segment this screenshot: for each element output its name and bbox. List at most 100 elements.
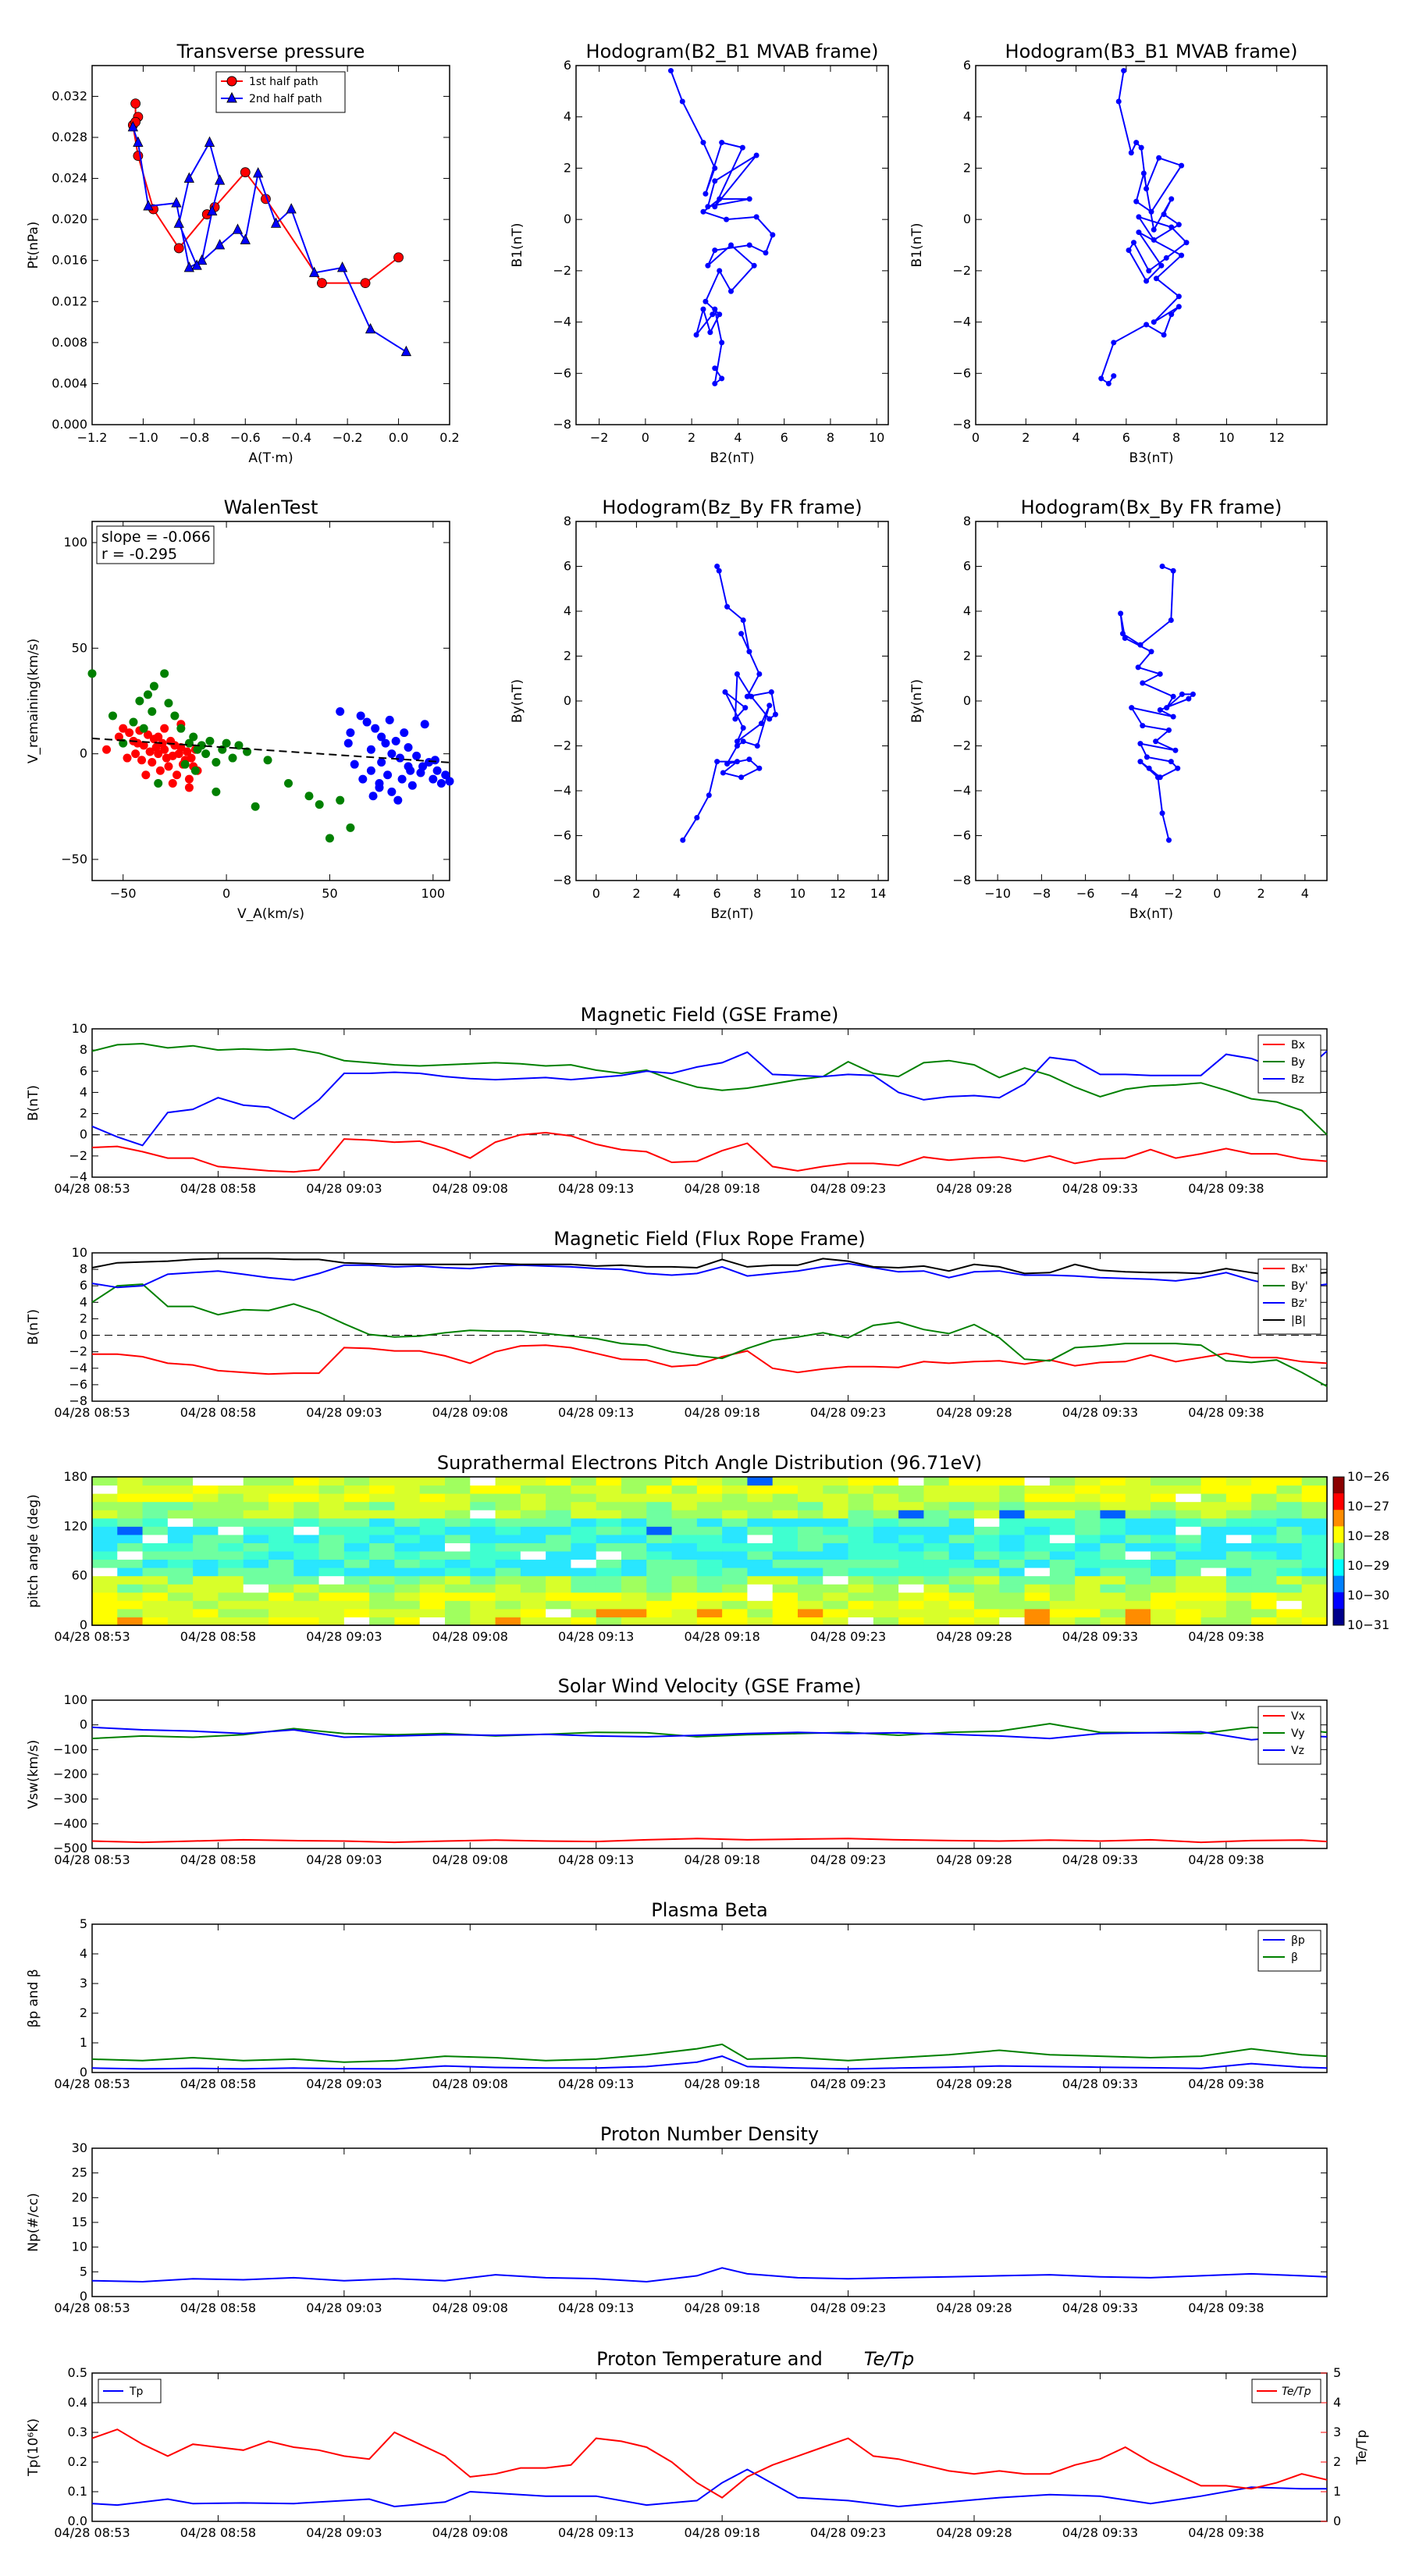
heatmap-cell <box>419 1551 446 1560</box>
plot-frame <box>91 2372 1328 2522</box>
heatmap-cell <box>974 1559 1000 1568</box>
x-tick-label: 04/28 08:58 <box>180 2076 256 2091</box>
series-marker-0 <box>1159 564 1165 569</box>
y-axis-label: B1(nT) <box>510 223 525 268</box>
heatmap-cell <box>848 1510 874 1519</box>
heatmap-cell <box>1251 1485 1277 1494</box>
panel-3: WalenTest −50 0 50 100 −50 0 50 100 V_A(km/s) V_re… <box>26 496 454 922</box>
x-tick-label: 04/28 09:23 <box>810 1629 886 1644</box>
heatmap-cell <box>193 1485 219 1494</box>
y-tick-label: 0 <box>963 212 971 226</box>
series-marker-0 <box>756 765 763 771</box>
heatmap-cell <box>1024 1534 1051 1543</box>
series-marker-0 <box>360 278 371 289</box>
series-marker-0 <box>722 689 728 695</box>
heatmap-cell <box>873 1559 899 1568</box>
plot-title: Magnetic Field (Flux Rope Frame) <box>553 1228 865 1250</box>
heatmap-cell <box>923 1526 950 1535</box>
y-tick-label: 0.2 <box>68 2454 87 2469</box>
heatmap-cell <box>218 1517 244 1527</box>
heatmap-cell <box>495 1559 521 1568</box>
heatmap-cell <box>167 1592 194 1601</box>
heatmap-cell <box>999 1551 1026 1560</box>
heatmap-cell <box>696 1592 723 1601</box>
y-tick-label: −8 <box>553 873 571 888</box>
heatmap-cell <box>571 1617 597 1626</box>
series-line-0 <box>91 2267 1328 2283</box>
heatmap-cell <box>898 1526 924 1535</box>
heatmap-cell <box>1049 1542 1076 1552</box>
y-axis-label: By(nT) <box>909 679 925 723</box>
panel-11: Proton Number Density 0 5 10 15 20 25 30 04/28 0… <box>26 2123 1328 2315</box>
y-tick-label: 2 <box>564 649 571 664</box>
series-marker-0 <box>1164 705 1170 711</box>
heatmap-cell <box>873 1592 899 1601</box>
heatmap-cell <box>1301 1600 1328 1610</box>
x-tick-label: 04/28 09:28 <box>936 1405 1012 1420</box>
x-tick-label: 12 <box>830 886 845 901</box>
plot-title: Suprathermal Electrons Pitch Angle Distr… <box>437 1452 982 1474</box>
heatmap-cell <box>546 1559 571 1568</box>
series-marker-0 <box>1122 635 1128 641</box>
heatmap-cell <box>671 1485 698 1494</box>
y-tick-label: 25 <box>72 2165 87 2180</box>
heatmap-cell <box>419 1485 446 1494</box>
heatmap-cell <box>722 1592 748 1601</box>
x-axis-label: B3(nT) <box>1129 450 1174 466</box>
heatmap-cell <box>596 1617 622 1626</box>
heatmap-cell <box>798 1501 823 1510</box>
heatmap-cell <box>848 1592 874 1601</box>
heatmap-cell <box>1075 1551 1101 1560</box>
series-marker-0 <box>763 250 769 256</box>
x-tick-label: 04/28 09:18 <box>684 1181 759 1196</box>
colorbar-segment <box>1333 1510 1344 1527</box>
heatmap-cell <box>722 1600 748 1610</box>
heatmap-cell <box>873 1551 899 1560</box>
heatmap-cell <box>369 1567 395 1577</box>
heatmap-cell <box>394 1575 421 1585</box>
heatmap-cell <box>621 1477 647 1486</box>
heatmap-cell <box>923 1485 950 1494</box>
series-marker-0 <box>712 380 718 386</box>
heatmap-cell <box>470 1510 496 1519</box>
heatmap-cell <box>873 1510 899 1519</box>
heatmap-cell <box>798 1477 823 1486</box>
heatmap-cell <box>1049 1567 1076 1577</box>
y-tick-label: 4 <box>963 109 971 124</box>
heatmap-cell <box>92 1501 118 1510</box>
heatmap-cell <box>1176 1542 1202 1552</box>
series-marker-0 <box>742 705 749 711</box>
series-line-1 <box>91 1042 1328 1136</box>
heatmap-cell <box>999 1584 1026 1593</box>
panel-6: Magnetic Field (GSE Frame) −4 −2 0 2 4 6 8 10 04/… <box>26 1004 1328 1196</box>
heatmap-cell <box>318 1493 345 1503</box>
series-marker-0 <box>1146 268 1152 274</box>
legend-marker <box>226 76 237 87</box>
heatmap-cell <box>117 1617 144 1626</box>
heatmap-cell <box>445 1592 471 1601</box>
heatmap-cell <box>1125 1501 1151 1510</box>
heatmap-cell <box>621 1608 647 1617</box>
scatter-point-2 <box>436 779 446 788</box>
heatmap-cell <box>117 1510 144 1519</box>
heatmap-cell <box>1301 1551 1328 1560</box>
heatmap-cell <box>974 1534 1000 1543</box>
series-marker-0 <box>693 332 699 338</box>
scatter-point-2 <box>381 738 390 748</box>
heatmap-cell <box>193 1600 219 1610</box>
series-marker-0 <box>1168 311 1175 318</box>
heatmap-cell <box>747 1526 774 1535</box>
scatter-point-2 <box>336 707 345 717</box>
series-marker-1 <box>336 262 348 272</box>
series-marker-0 <box>173 243 184 254</box>
series-marker-0 <box>1179 252 1185 258</box>
heatmap-cell <box>873 1477 899 1486</box>
heatmap-cell <box>1075 1510 1101 1519</box>
y-tick-label: −100 <box>53 1742 87 1756</box>
y-tick-label: 0 <box>80 1717 87 1732</box>
heatmap-cell <box>1049 1534 1076 1543</box>
x-tick-label: 04/28 09:38 <box>1188 2076 1264 2091</box>
series-marker-0 <box>317 278 327 289</box>
x-tick-label: 04/28 09:13 <box>558 1405 634 1420</box>
scatter-point-1 <box>139 724 148 733</box>
